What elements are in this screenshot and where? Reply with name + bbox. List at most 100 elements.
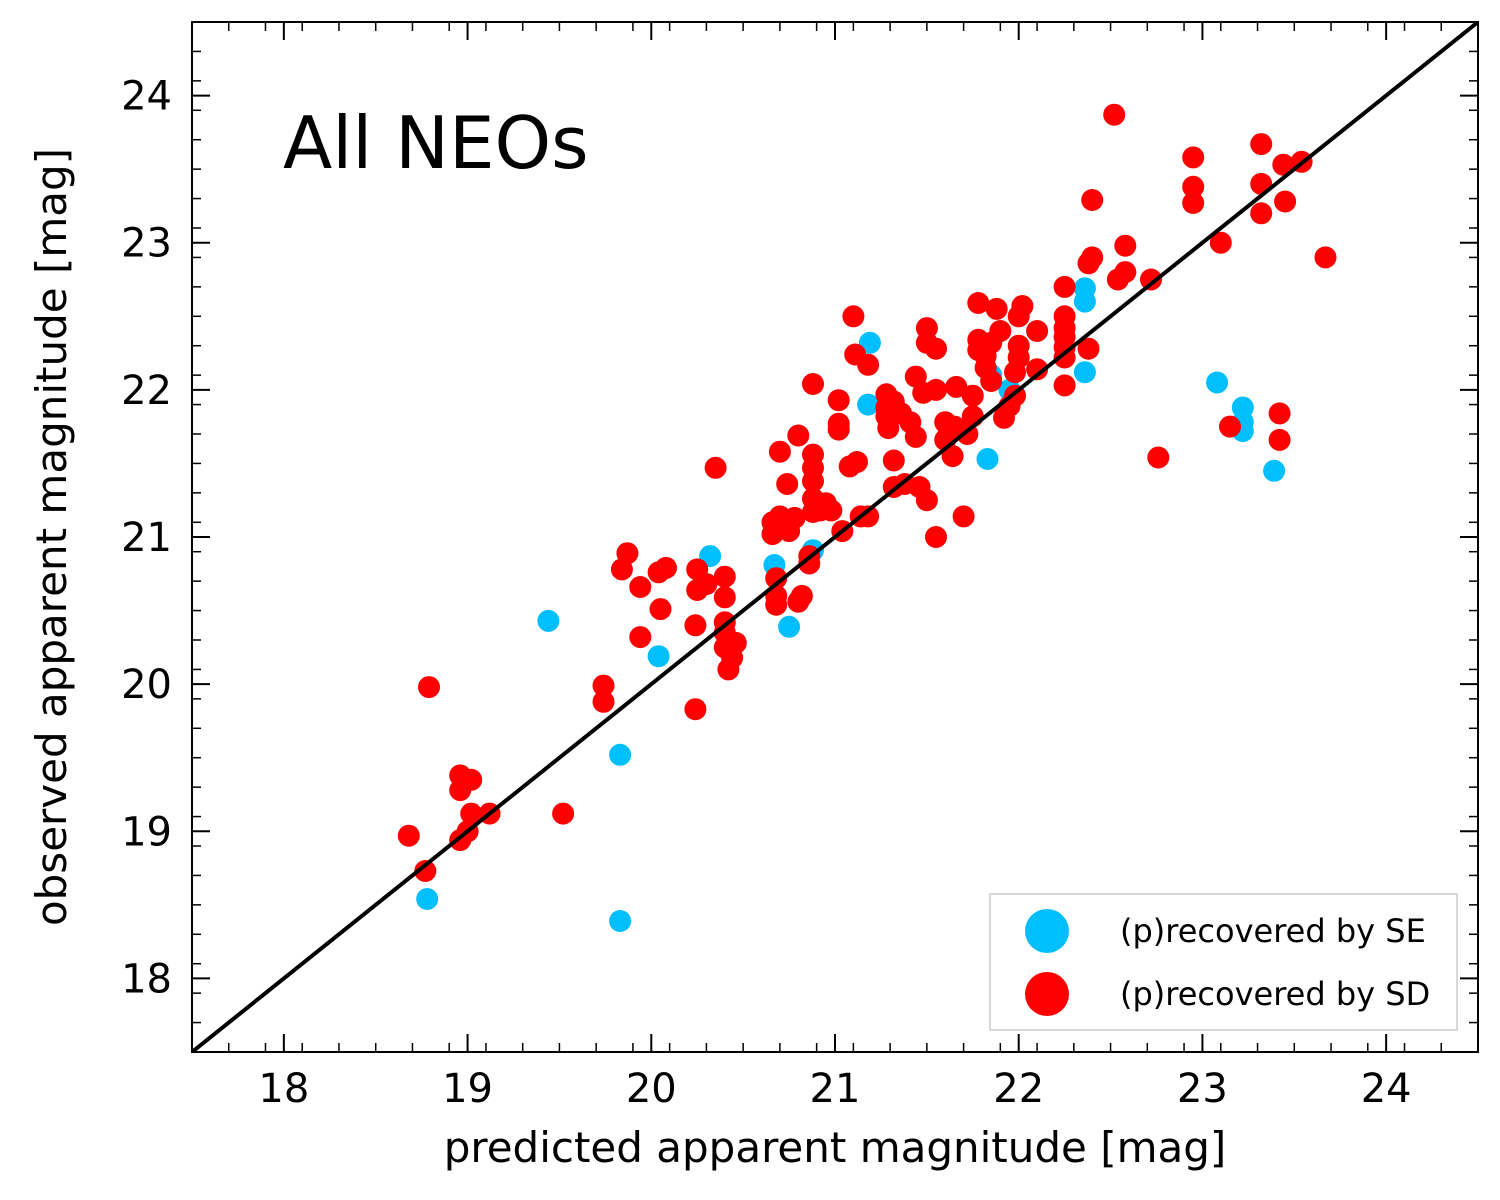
sd-data-point xyxy=(1209,231,1232,254)
sd-data-point xyxy=(842,305,865,328)
sd-data-point xyxy=(877,417,900,440)
sd-data-point xyxy=(1077,337,1100,360)
sd-data-point xyxy=(1103,103,1126,126)
legend-label-se: (p)recovered by SE xyxy=(1120,912,1426,950)
sd-data-point xyxy=(945,375,968,398)
y-tick-label: 19 xyxy=(121,809,172,855)
sd-data-point xyxy=(925,526,947,548)
sd-data-point xyxy=(1268,428,1291,451)
sd-data-point xyxy=(961,405,984,428)
sd-data-point xyxy=(904,425,927,448)
sd-data-point xyxy=(985,297,1008,320)
sd-data-point xyxy=(1026,358,1049,381)
sd-data-point xyxy=(967,292,990,314)
sd-data-point xyxy=(713,565,736,588)
x-tick-label: 24 xyxy=(1361,1066,1412,1112)
legend: (p)recovered by SE (p)recovered by SD xyxy=(989,893,1458,1031)
sd-data-point xyxy=(414,860,437,882)
sd-data-point xyxy=(1026,320,1049,342)
sd-data-point xyxy=(1140,268,1162,291)
sd-data-point xyxy=(857,505,880,528)
sd-data-point xyxy=(1114,261,1137,284)
se-data-point xyxy=(778,615,801,638)
sd-data-point xyxy=(629,626,652,649)
sd-data-point xyxy=(765,593,788,616)
sd-data-point xyxy=(460,802,483,825)
sd-data-point xyxy=(882,449,905,472)
sd-data-point xyxy=(704,456,727,479)
legend-marker-se xyxy=(1025,909,1069,953)
y-tick-label: 22 xyxy=(121,368,172,414)
y-tick-label: 20 xyxy=(121,662,172,708)
sd-data-point xyxy=(1081,189,1104,211)
sd-data-point xyxy=(684,698,707,721)
y-tick-label: 24 xyxy=(121,74,172,120)
sd-data-point xyxy=(1182,175,1205,198)
sd-data-point xyxy=(1314,246,1337,269)
reference-line-layer xyxy=(192,22,1478,1052)
sd-data-point xyxy=(552,802,575,825)
x-tick-label: 20 xyxy=(626,1066,677,1112)
se-data-point xyxy=(857,393,880,416)
x-tick-label: 19 xyxy=(442,1066,493,1112)
sd-data-point xyxy=(1219,415,1241,438)
x-tick-label: 22 xyxy=(993,1066,1044,1112)
sd-data-point xyxy=(655,556,677,579)
sd-data-point xyxy=(397,824,420,847)
sd-data-point xyxy=(776,473,799,495)
legend-box xyxy=(989,893,1458,1031)
one-to-one-line xyxy=(192,22,1478,1052)
sd-data-point xyxy=(1182,146,1205,169)
legend-marker-sd xyxy=(1025,972,1069,1016)
se-data-point xyxy=(647,645,670,668)
sd-data-point xyxy=(649,598,672,621)
sd-data-point xyxy=(1081,246,1104,269)
sd-data-point xyxy=(1182,192,1205,214)
sd-data-point xyxy=(1114,234,1137,257)
sd-data-point xyxy=(724,631,747,654)
sd-data-point xyxy=(592,690,615,713)
sd-data-point xyxy=(1053,275,1076,298)
sd-data-point xyxy=(684,614,707,637)
se-data-point xyxy=(976,448,999,470)
y-tick-label: 21 xyxy=(121,515,172,561)
se-data-point xyxy=(1073,361,1096,384)
sd-data-point xyxy=(616,542,639,565)
sd-data-point xyxy=(695,573,718,596)
y-tick-label: 18 xyxy=(121,956,172,1002)
sd-data-point xyxy=(765,567,788,590)
sd-data-point xyxy=(1268,402,1291,425)
sd-data-point xyxy=(1011,295,1034,317)
sd-data-point xyxy=(846,451,868,473)
sd-data-point xyxy=(802,470,824,493)
sd-data-point xyxy=(418,676,440,699)
se-data-point xyxy=(858,331,881,354)
sd-data-point xyxy=(915,489,938,512)
sd-data-point xyxy=(952,505,975,528)
sd-data-point xyxy=(1272,153,1295,176)
sd-data-point xyxy=(857,353,880,376)
sd-data-point xyxy=(1250,202,1273,225)
sd-data-point xyxy=(980,370,1003,392)
sd-data-point xyxy=(925,337,947,360)
sd-data-point xyxy=(1053,346,1076,369)
sd-data-point xyxy=(820,499,843,522)
sd-data-point xyxy=(1007,346,1030,369)
x-axis-label: predicted apparent magnitude [mag] xyxy=(444,1123,1227,1172)
plot-frame xyxy=(191,21,1479,1053)
sd-data-point xyxy=(783,506,806,529)
sd-data-point xyxy=(1053,374,1076,397)
se-data-point xyxy=(609,910,632,932)
se-data-point xyxy=(609,743,632,766)
sd-data-point xyxy=(768,440,791,463)
ticks-layer: 18 19 20 21 22 23 24 18 19 20 21 22 23 24 xyxy=(121,21,1479,1112)
se-data-point xyxy=(1206,371,1229,394)
sd-data-point xyxy=(989,320,1012,342)
legend-label-sd: (p)recovered by SD xyxy=(1120,975,1430,1013)
sd-data-point xyxy=(1147,446,1170,469)
sd-data-point xyxy=(713,586,736,609)
se-data-point xyxy=(537,609,560,632)
y-axis-label: observed apparent magnitude [mag] xyxy=(27,148,76,926)
sd-data-point xyxy=(925,378,947,401)
